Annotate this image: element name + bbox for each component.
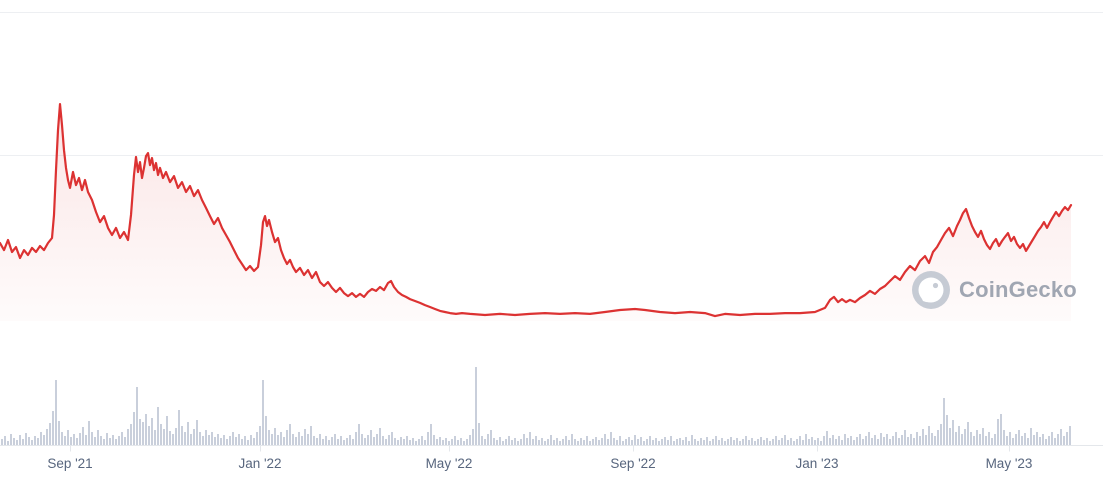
- x-axis-tick-label: Jan '23: [795, 456, 838, 471]
- x-axis-tick-label: Sep '22: [610, 456, 655, 471]
- volume-bars: [1, 367, 1071, 445]
- x-axis-tick-label: May '22: [426, 456, 473, 471]
- x-axis-tick-label: Sep '21: [47, 456, 92, 471]
- price-line: [0, 103, 1073, 318]
- x-axis-tick-label: May '23: [986, 456, 1033, 471]
- price-area: [0, 104, 1071, 321]
- x-axis-tick-label: Jan '22: [238, 456, 281, 471]
